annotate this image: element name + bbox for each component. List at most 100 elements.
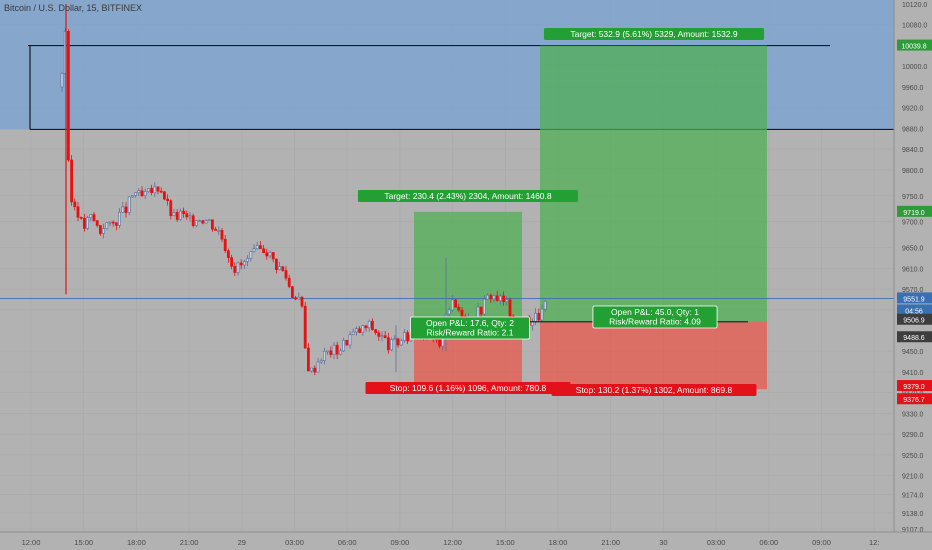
candle-body: [166, 198, 170, 201]
candle-body: [492, 295, 496, 300]
price-axis-label-bg: [897, 313, 932, 325]
price-axis-label: 9506.9: [897, 313, 932, 325]
candle-body: [73, 201, 77, 208]
y-tick-label: 9800.0: [902, 168, 924, 175]
position-info-ratio: Risk/Reward Ratio: 2.1: [427, 328, 514, 338]
candle-body: [313, 367, 317, 373]
y-tick-label: 9450.0: [902, 349, 924, 356]
candle-body: [278, 266, 282, 270]
candle-body: [345, 340, 349, 346]
target-zone: [414, 211, 522, 332]
candle-body: [294, 297, 298, 300]
x-tick-label: 21:00: [180, 538, 199, 547]
price-axis-label-bg: [897, 393, 932, 405]
candle-body: [358, 328, 362, 333]
candle-body: [169, 200, 173, 216]
x-tick-label: 29: [238, 538, 246, 547]
candle-body: [479, 306, 483, 315]
candle-body: [163, 191, 166, 200]
y-tick-label: 9960.0: [902, 85, 924, 92]
price-axis-label-text: 10039.8: [901, 44, 926, 51]
candle-body: [287, 277, 291, 287]
candle-body: [67, 31, 70, 161]
candle-body: [60, 73, 64, 88]
candle-body: [204, 220, 208, 224]
candle-body: [227, 250, 230, 258]
y-tick-label: 10000.0: [902, 64, 927, 71]
candle-body: [207, 219, 211, 222]
x-tick-label: 18:00: [549, 538, 568, 547]
candle-body: [86, 217, 90, 229]
candle-body: [322, 350, 326, 361]
y-tick-label: 10080.0: [902, 23, 927, 30]
candle-body: [131, 195, 134, 198]
candle-body: [127, 196, 131, 213]
x-tick-label: 06:00: [759, 538, 778, 547]
candle-body: [290, 286, 294, 298]
candle-body: [137, 190, 141, 193]
candle-body: [271, 252, 275, 260]
candle-body: [316, 361, 320, 373]
candle-body: [214, 228, 218, 231]
y-tick-label: 9107.0: [902, 527, 924, 534]
candle-body: [361, 325, 365, 333]
candle-body: [540, 308, 544, 321]
position-info-pnl: Open P&L: 45.0, Qty: 1: [611, 307, 699, 317]
target-label-bg: [543, 28, 765, 40]
candle-body: [153, 186, 157, 193]
position-info-ratio: Risk/Reward Ratio: 4.09: [609, 317, 701, 327]
candle-body: [399, 340, 403, 346]
candle-body: [534, 312, 538, 323]
y-tick-label: 9410.0: [902, 370, 924, 377]
candle-body: [297, 296, 301, 300]
price-axis-label-bg: [897, 331, 932, 343]
y-tick-label: 9650.0: [902, 246, 924, 253]
y-tick-label: 9138.0: [902, 511, 924, 518]
stop-zone: [414, 331, 522, 389]
x-tick-label: 09:00: [812, 538, 831, 547]
price-axis-label: 04:56: [897, 304, 932, 316]
candle-body: [284, 270, 288, 279]
price-axis-label-text: 9719.0: [903, 210, 925, 217]
candle-body: [364, 325, 368, 329]
candle-body: [115, 222, 118, 226]
candle-body: [217, 230, 221, 232]
candle-body: [495, 295, 499, 301]
candle-body: [191, 215, 195, 226]
candle-body: [233, 265, 237, 273]
candle-body: [406, 332, 410, 342]
price-axis-label-bg: [897, 292, 932, 304]
candle-body: [211, 219, 214, 230]
candle-body: [255, 245, 259, 249]
price-axis-label-text: 9376.7: [903, 397, 925, 404]
candle-body: [198, 220, 202, 222]
candle-body: [380, 335, 384, 337]
candle-body: [332, 344, 336, 355]
candle-body: [348, 334, 352, 346]
y-tick-label: 9840.0: [902, 147, 924, 154]
x-tick-label: 12:00: [443, 538, 462, 547]
target-label-text: Target: 532.9 (5.61%) 5329, Amount: 1532…: [570, 29, 738, 39]
candle-body: [188, 215, 192, 218]
candle-body: [460, 309, 464, 317]
candle-body: [386, 337, 390, 351]
x-tick-label: 18:00: [127, 538, 146, 547]
candle-body: [447, 309, 451, 315]
candle-body: [377, 332, 381, 337]
candle-body: [134, 192, 138, 196]
candle-body: [172, 212, 176, 216]
candle-body: [300, 296, 304, 307]
candle-body: [306, 347, 310, 372]
candle-body: [70, 159, 74, 203]
x-tick-label: 21:00: [601, 538, 620, 547]
position-info-pnl: Open P&L: 17.6, Qty: 2: [426, 318, 514, 328]
candle-body: [537, 312, 541, 321]
candle-body: [179, 210, 182, 220]
x-tick-label: 15:00: [496, 538, 515, 547]
x-tick-label: 15:00: [74, 538, 93, 547]
candle-body: [124, 206, 128, 213]
candle-body: [508, 299, 512, 317]
